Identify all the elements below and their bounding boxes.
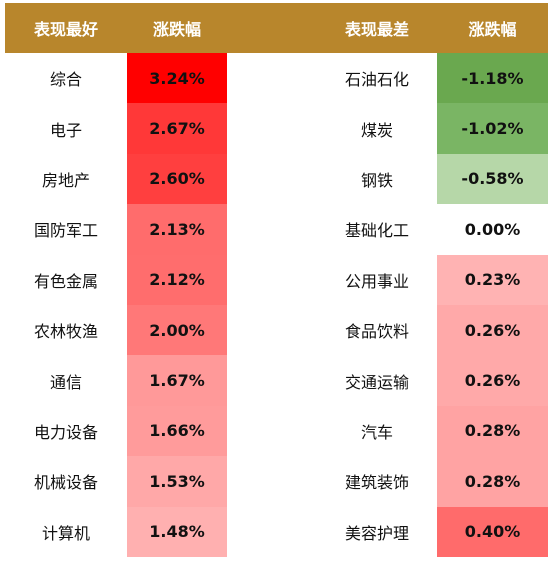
worst-industry-change: 0.00% xyxy=(437,204,548,255)
worst-industry-change: -1.18% xyxy=(437,53,548,104)
best-industry-change: 1.66% xyxy=(127,405,227,457)
best-industry-change: 2.00% xyxy=(127,304,227,356)
best-industry-change: 2.67% xyxy=(127,103,227,154)
worst-industry-name: 汽车 xyxy=(360,422,393,442)
best-industry-change: 3.24% xyxy=(127,53,227,104)
table-row: 农林牧渔 2.00% 食品饮料 0.26% xyxy=(5,304,548,356)
best-industry-name: 电力设备 xyxy=(33,422,98,442)
best-industry-change: 2.12% xyxy=(127,254,227,305)
table-row: 国防军工 2.13% 基础化工 0.00% xyxy=(5,204,548,255)
table-row: 电力设备 1.66% 汽车 0.28% xyxy=(5,405,548,457)
best-industry-name: 房地产 xyxy=(41,170,90,190)
table-header: 表现最好 涨跌幅 表现最差 涨跌幅 xyxy=(5,3,548,53)
best-industry-change: 1.67% xyxy=(127,355,227,406)
worst-change-header: 涨跌幅 xyxy=(468,20,517,39)
table-row: 房地产 2.60% 钢铁 -0.58% xyxy=(5,153,548,205)
best-industry-name: 农林牧渔 xyxy=(33,322,98,342)
worst-industry-name: 公用事业 xyxy=(344,271,409,291)
worst-industry-name: 美容护理 xyxy=(344,523,409,543)
table-row: 有色金属 2.12% 公用事业 0.23% xyxy=(5,254,548,305)
best-industry-change: 1.48% xyxy=(127,506,227,557)
best-industry-name: 机械设备 xyxy=(33,473,98,493)
worst-performers-header: 表现最差 xyxy=(344,20,409,39)
table-row: 机械设备 1.53% 建筑装饰 0.28% xyxy=(5,456,548,507)
worst-industry-change: -1.02% xyxy=(437,103,548,154)
table-row: 综合 3.24% 石油石化 -1.18% xyxy=(5,53,548,104)
worst-industry-change: 0.28% xyxy=(437,456,548,507)
worst-industry-name: 食品饮料 xyxy=(344,322,409,342)
table-body: 综合 3.24% 石油石化 -1.18% 电子 2.67% 煤炭 -1.02% 房地产 2.60%… xyxy=(5,53,548,557)
table-row: 通信 1.67% 交通运输 0.26% xyxy=(5,355,548,406)
worst-industry-name: 钢铁 xyxy=(360,170,393,190)
worst-industry-name: 交通运输 xyxy=(344,372,409,392)
best-industry-name: 国防军工 xyxy=(33,221,98,241)
best-industry-name: 综合 xyxy=(49,70,82,90)
best-industry-name: 计算机 xyxy=(41,523,90,543)
worst-industry-change: 0.23% xyxy=(437,254,548,305)
table-row: 计算机 1.48% 美容护理 0.40% xyxy=(5,506,548,557)
best-industry-change: 1.53% xyxy=(127,456,227,507)
best-industry-name: 通信 xyxy=(49,372,82,392)
worst-industry-name: 建筑装饰 xyxy=(344,473,409,493)
worst-industry-change: 0.26% xyxy=(437,355,548,406)
worst-industry-name: 基础化工 xyxy=(344,221,409,241)
best-industry-change: 2.13% xyxy=(127,204,227,255)
table-row: 电子 2.67% 煤炭 -1.02% xyxy=(5,103,548,154)
best-industry-change: 2.60% xyxy=(127,153,227,205)
best-performers-header: 表现最好 xyxy=(33,20,98,39)
best-industry-name: 电子 xyxy=(49,120,82,140)
worst-industry-name: 石油石化 xyxy=(344,70,409,90)
worst-industry-change: -0.58% xyxy=(437,153,548,205)
worst-industry-change: 0.40% xyxy=(437,506,548,557)
best-change-header: 涨跌幅 xyxy=(152,20,201,39)
worst-industry-change: 0.28% xyxy=(437,405,548,457)
best-industry-name: 有色金属 xyxy=(33,271,98,291)
worst-industry-name: 煤炭 xyxy=(360,120,393,140)
worst-industry-change: 0.26% xyxy=(437,304,548,356)
